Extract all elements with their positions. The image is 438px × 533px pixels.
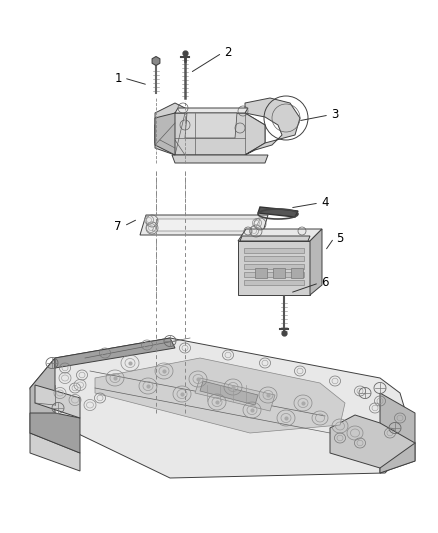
Polygon shape [152,56,160,66]
Polygon shape [258,207,298,217]
Text: 4: 4 [321,197,329,209]
Polygon shape [240,236,310,241]
Polygon shape [175,113,265,143]
Text: 6: 6 [321,277,329,289]
Polygon shape [244,280,304,285]
Polygon shape [172,155,268,163]
Polygon shape [244,264,304,269]
Polygon shape [255,268,267,278]
Polygon shape [155,103,195,155]
Polygon shape [95,358,345,433]
Polygon shape [30,338,415,478]
Polygon shape [380,443,415,473]
Polygon shape [152,219,260,231]
Polygon shape [140,215,268,235]
Polygon shape [244,248,304,253]
Polygon shape [238,241,310,295]
Polygon shape [35,385,80,418]
Text: 5: 5 [336,231,344,245]
Polygon shape [310,229,322,295]
Polygon shape [291,268,303,278]
Polygon shape [273,268,285,278]
Text: 1: 1 [114,71,122,85]
Polygon shape [30,413,80,453]
Polygon shape [155,113,265,155]
Polygon shape [200,381,258,405]
Polygon shape [30,358,55,443]
Polygon shape [245,98,300,155]
Polygon shape [238,229,322,241]
Text: 3: 3 [331,109,339,122]
Polygon shape [175,108,248,113]
Polygon shape [380,393,415,473]
Polygon shape [30,433,80,471]
Polygon shape [185,113,237,138]
Polygon shape [244,272,304,277]
Polygon shape [55,338,175,368]
Text: 7: 7 [114,220,122,232]
Polygon shape [195,378,275,411]
Polygon shape [330,415,415,468]
Polygon shape [244,256,304,261]
Polygon shape [155,113,175,155]
Text: 2: 2 [224,46,232,60]
